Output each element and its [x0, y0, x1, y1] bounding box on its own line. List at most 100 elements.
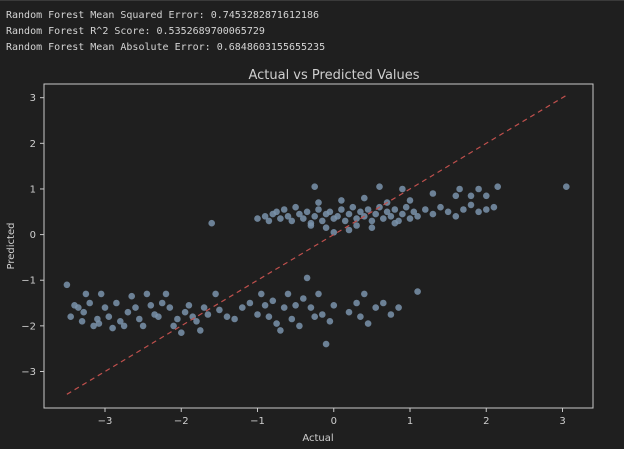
data-point	[80, 308, 87, 316]
y-tick-label: 2	[30, 139, 36, 150]
reference-line	[66, 94, 567, 395]
data-point	[113, 299, 120, 307]
data-point	[162, 290, 170, 298]
data-point	[315, 290, 322, 298]
y-axis-ticks: −3 −2 −1 0 1 2 3	[21, 93, 44, 378]
data-point	[86, 299, 93, 307]
data-point	[296, 322, 303, 330]
data-point	[90, 322, 97, 330]
x-axis-label: Actual	[302, 433, 333, 444]
data-point	[326, 208, 334, 216]
data-point	[452, 192, 460, 200]
data-point	[330, 302, 338, 309]
data-point	[273, 208, 280, 216]
data-point	[136, 315, 143, 323]
data-point	[212, 290, 219, 298]
data-point	[280, 304, 288, 311]
data-point	[311, 313, 319, 320]
x-tick-label: 2	[483, 416, 489, 427]
data-point	[223, 313, 231, 320]
data-point	[105, 313, 113, 320]
y-axis-label: Predicted	[6, 223, 17, 270]
data-point	[307, 304, 315, 311]
data-point	[338, 197, 345, 204]
data-point	[197, 327, 204, 334]
data-point	[402, 203, 410, 211]
data-point	[284, 213, 292, 220]
data-point	[178, 329, 185, 337]
data-point	[181, 308, 189, 316]
data-point	[341, 217, 349, 225]
data-point	[437, 203, 444, 211]
data-point	[311, 213, 319, 220]
data-point	[166, 304, 174, 311]
scatter-points	[63, 183, 570, 348]
y-tick-label: −1	[21, 276, 36, 287]
data-point	[216, 306, 223, 314]
data-point	[117, 318, 124, 325]
data-point	[265, 217, 273, 225]
data-point	[109, 324, 116, 332]
data-point	[246, 299, 254, 307]
data-point	[170, 322, 177, 330]
data-point	[254, 311, 261, 318]
plot-area: −3 −2 −1 0 1 2 3 −3 −2 −1 0 1 2 3	[21, 83, 594, 427]
data-point	[345, 226, 353, 234]
data-point	[319, 217, 326, 225]
data-point	[345, 308, 353, 316]
data-point	[364, 206, 372, 213]
data-point	[456, 185, 463, 193]
data-point	[399, 185, 406, 193]
data-point	[414, 213, 421, 220]
data-point	[357, 313, 364, 320]
data-point	[288, 217, 296, 225]
data-point	[292, 302, 299, 309]
data-point	[322, 340, 330, 348]
data-point	[155, 313, 162, 320]
data-point	[97, 290, 105, 298]
data-point	[300, 295, 307, 302]
actual-vs-predicted-chart: Actual vs Predicted Values −3 −2 −1 0 1 2 3 −3…	[6, 68, 594, 444]
data-point	[494, 183, 502, 190]
data-point	[200, 304, 208, 311]
data-point	[380, 215, 387, 222]
data-point	[406, 215, 414, 222]
data-point	[193, 318, 200, 325]
x-tick-label: 3	[559, 416, 565, 427]
data-point	[361, 194, 368, 202]
data-point	[261, 213, 269, 220]
data-point	[330, 229, 338, 236]
y-tick-label: 3	[30, 93, 36, 104]
console-line-mae: Random Forest Mean Absolute Error: 0.684…	[6, 42, 326, 53]
data-point	[95, 320, 103, 327]
data-point	[303, 208, 311, 216]
data-point	[429, 210, 437, 218]
data-point	[399, 210, 406, 218]
output-top-border	[0, 0, 624, 1]
data-point	[372, 304, 380, 311]
data-point	[139, 322, 147, 330]
x-tick-label: 0	[331, 416, 337, 427]
data-point	[444, 208, 452, 216]
data-point	[414, 288, 421, 295]
data-point	[67, 313, 74, 320]
data-point	[361, 290, 368, 298]
data-point	[254, 215, 261, 222]
data-point	[483, 192, 490, 200]
data-point	[410, 208, 418, 216]
data-point	[364, 320, 372, 327]
axes-frame	[43, 83, 594, 409]
data-point	[261, 302, 269, 309]
data-point	[322, 224, 330, 231]
data-point	[158, 299, 166, 307]
data-point	[239, 304, 246, 311]
data-point	[387, 311, 395, 318]
data-point	[345, 210, 353, 218]
data-point	[353, 222, 360, 229]
data-point	[406, 197, 414, 204]
data-point	[147, 302, 155, 309]
data-point	[75, 304, 82, 311]
data-point	[292, 203, 299, 211]
data-point	[353, 299, 360, 307]
data-point	[296, 210, 303, 218]
